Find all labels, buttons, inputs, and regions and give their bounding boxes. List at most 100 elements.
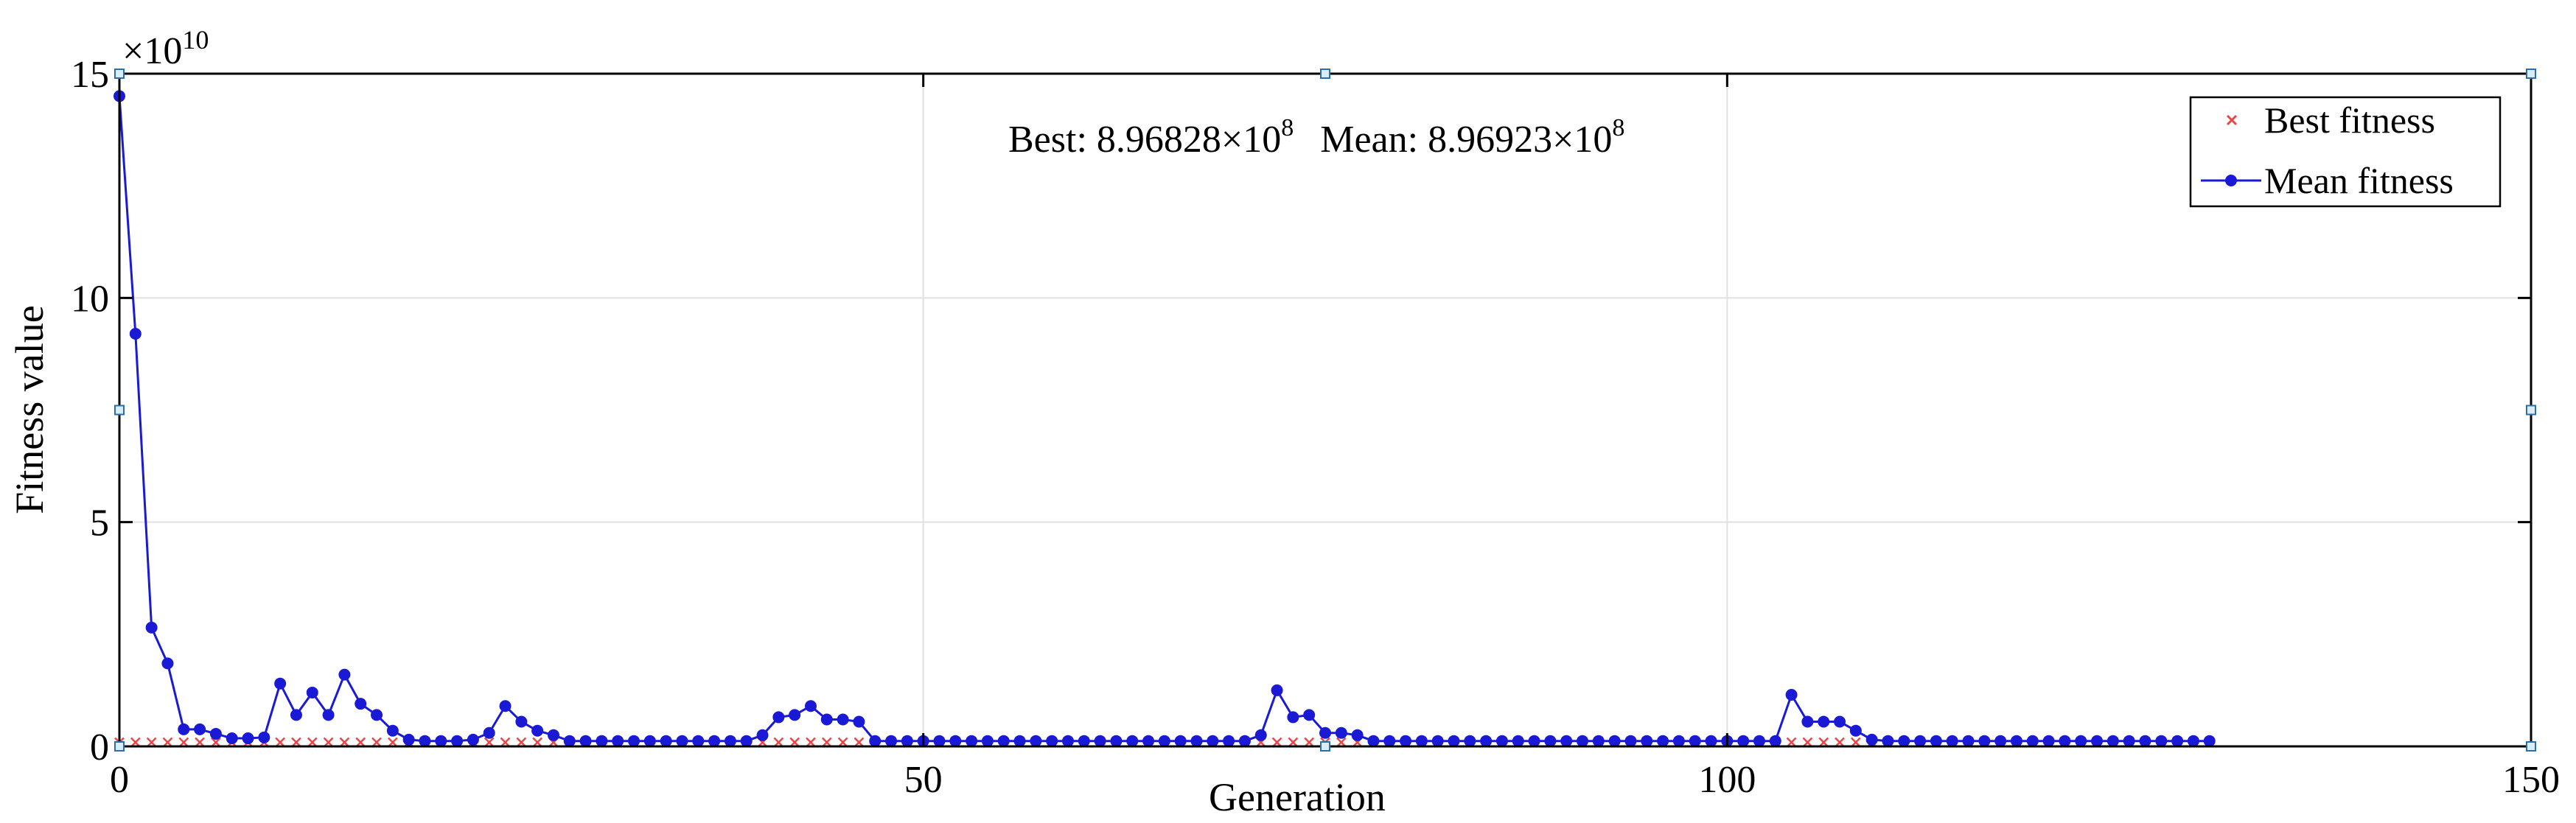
legend-mean-marker [2225,175,2237,186]
mean-fitness-point [1769,735,1781,747]
frame-handle [2526,69,2536,79]
x-tick-label: 150 [2502,759,2560,801]
mean-fitness-point [306,686,318,698]
mean-fitness-point [1657,735,1669,747]
mean-fitness-point [1898,735,1910,747]
mean-fitness-point [1190,735,1203,747]
mean-fitness-point [1560,735,1573,747]
mean-fitness-point [386,724,399,737]
mean-fitness-point [2042,735,2055,747]
mean-fitness-point [1254,729,1267,741]
mean-fitness-point [1400,735,1412,747]
legend-best-label: Best fitness [2264,99,2435,141]
mean-fitness-point [1577,735,1589,747]
mean-fitness-point [1882,735,1894,747]
best-power: 8 [1281,114,1294,141]
mean-mantissa: 8.96923×10 [1428,119,1612,161]
mean-fitness-point [1448,735,1460,747]
mean-fitness-point [1158,735,1170,747]
mean-fitness-point [531,724,544,737]
mean-fitness-point [2155,735,2168,747]
mean-fitness-point [1383,735,1396,747]
mean-power: 8 [1612,114,1624,141]
mean-fitness-point [419,735,431,747]
mean-fitness-point [451,735,464,747]
legend-mean-label: Mean fitness [2264,160,2454,201]
mean-fitness-point [145,621,158,634]
y-tick-label: 0 [90,726,109,768]
plot-background [119,74,2531,746]
mean-fitness-point [1046,735,1058,747]
best-mantissa: 8.96828×10 [1097,119,1281,161]
mean-fitness-point [724,735,736,747]
mean-fitness-point [1914,735,1927,747]
exponent-power: 10 [182,25,209,55]
mean-fitness-point [1174,735,1187,747]
mean-fitness-point [885,735,898,747]
mean-fitness-point [1094,735,1106,747]
mean-fitness-point [1415,735,1428,747]
mean-fitness-point [402,733,415,746]
mean-fitness-point [1865,733,1878,746]
series-mean-fitness [114,90,2216,747]
mean-fitness-point [853,715,865,728]
mean-fitness-point [2139,735,2151,747]
frame-handle [114,405,125,416]
legend-box [2189,96,2502,208]
mean-fitness-point [1431,735,1444,747]
best-label: Best: [1008,119,1097,161]
selection-handles [114,69,2536,752]
mean-fitness-point [1818,715,1830,728]
mean-fitness-point [643,735,656,747]
mean-fitness-point [1126,735,1139,747]
mean-fitness-point [1207,735,1219,747]
mean-fitness-point [467,733,479,746]
mean-fitness-point [547,729,559,741]
mean-fitness-point [1624,735,1637,747]
mean-fitness-point [837,713,849,726]
mean-fitness-point [355,698,367,710]
mean-fitness-point [869,735,882,747]
mean-fitness-point [1287,711,1299,724]
mean-fitness-point [194,723,206,735]
mean-fitness-point [708,735,721,747]
mean-fitness-point [820,713,833,726]
mean-fitness-point [1994,735,2007,747]
mean-fitness-point [483,726,495,739]
mean-fitness-point [1544,735,1557,747]
mean-fitness-point [1785,689,1798,701]
legend: Best fitness Mean fitness [2189,96,2502,208]
annotation-text: Best: 8.96828×108 Mean: 8.96923×108 [1008,114,1624,161]
mean-fitness-point [1592,735,1605,747]
mean-fitness-point [515,715,528,728]
mean-fitness-point [242,732,254,745]
mean-fitness-point [499,700,512,712]
mean-fitness-point [1464,735,1476,747]
mean-fitness-point [1737,735,1750,747]
frame-handle [1320,69,1330,79]
mean-fitness-point [1801,715,1814,728]
mean-fitness-point [209,727,222,740]
mean-fitness-point [290,709,302,721]
mean-fitness-point [1303,709,1316,721]
exponent-label: ×1010 [122,25,209,72]
mean-fitness-point [997,735,1010,747]
y-tick-label: 15 [71,54,109,96]
mean-fitness-point [612,735,624,747]
mean-fitness-point [1753,735,1765,747]
mean-fitness-point [1110,735,1123,747]
mean-fitness-point [1705,735,1717,747]
mean-fitness-point [1641,735,1653,747]
mean-fitness-point [981,735,994,747]
grid-lines [119,74,2531,746]
axis-ticks: 0 50 100 150 0 5 10 15 [71,54,2560,801]
mean-fitness-point [740,735,753,747]
mean-fitness-point [1238,735,1251,747]
mean-fitness-point [1528,735,1540,747]
frame-handle [2526,405,2536,416]
mean-fitness-point [371,709,383,721]
mean-fitness-point [2091,735,2104,747]
frame-handle [1320,741,1330,752]
mean-fitness-point [1335,726,1347,739]
